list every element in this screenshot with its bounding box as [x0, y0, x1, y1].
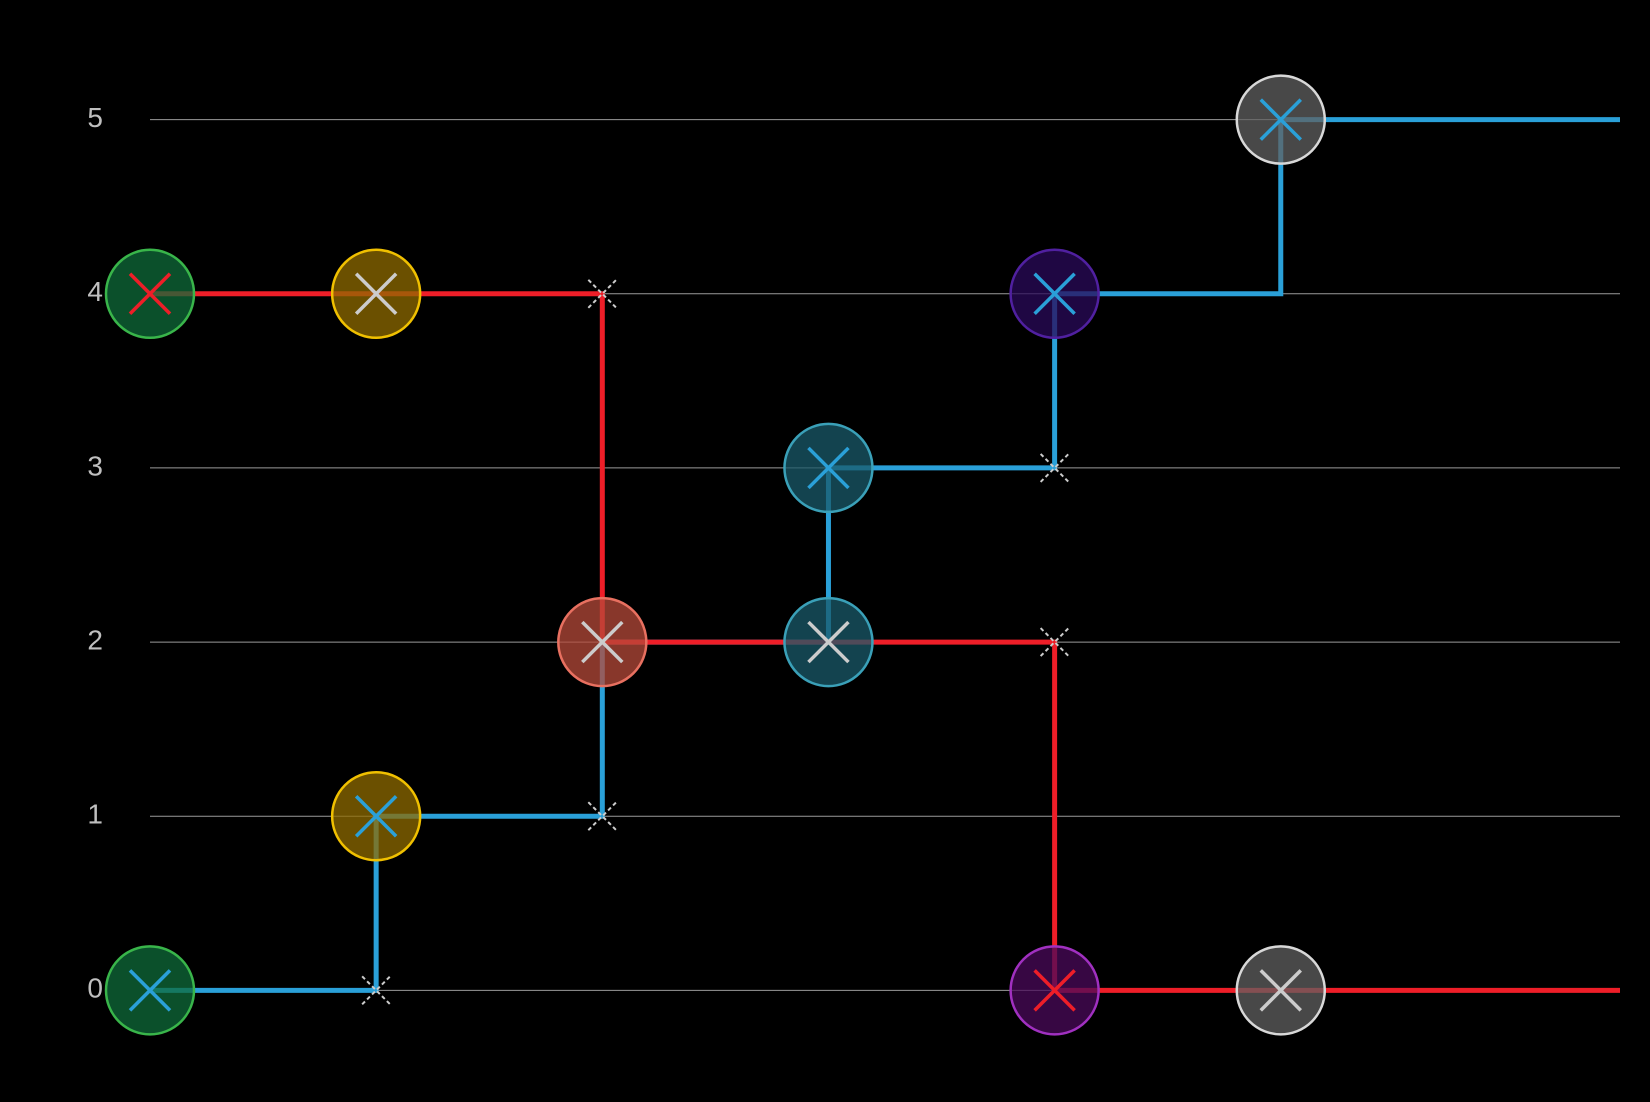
- node: [332, 250, 420, 338]
- node: [332, 772, 420, 860]
- node: [558, 598, 646, 686]
- y-tick-label: 4: [87, 276, 103, 307]
- y-tick-label: 1: [87, 799, 103, 830]
- node: [106, 250, 194, 338]
- node: [1011, 946, 1099, 1034]
- y-tick-label: 2: [87, 624, 103, 655]
- node: [784, 598, 872, 686]
- chart-background: [0, 0, 1650, 1102]
- y-tick-label: 3: [87, 450, 103, 481]
- node: [1011, 250, 1099, 338]
- node: [106, 946, 194, 1034]
- y-tick-label: 0: [87, 973, 103, 1004]
- node: [784, 424, 872, 512]
- node: [1237, 76, 1325, 164]
- node: [1237, 946, 1325, 1034]
- step-chart: 0 1 2 3 4 5: [0, 0, 1650, 1102]
- y-tick-label: 5: [87, 102, 103, 133]
